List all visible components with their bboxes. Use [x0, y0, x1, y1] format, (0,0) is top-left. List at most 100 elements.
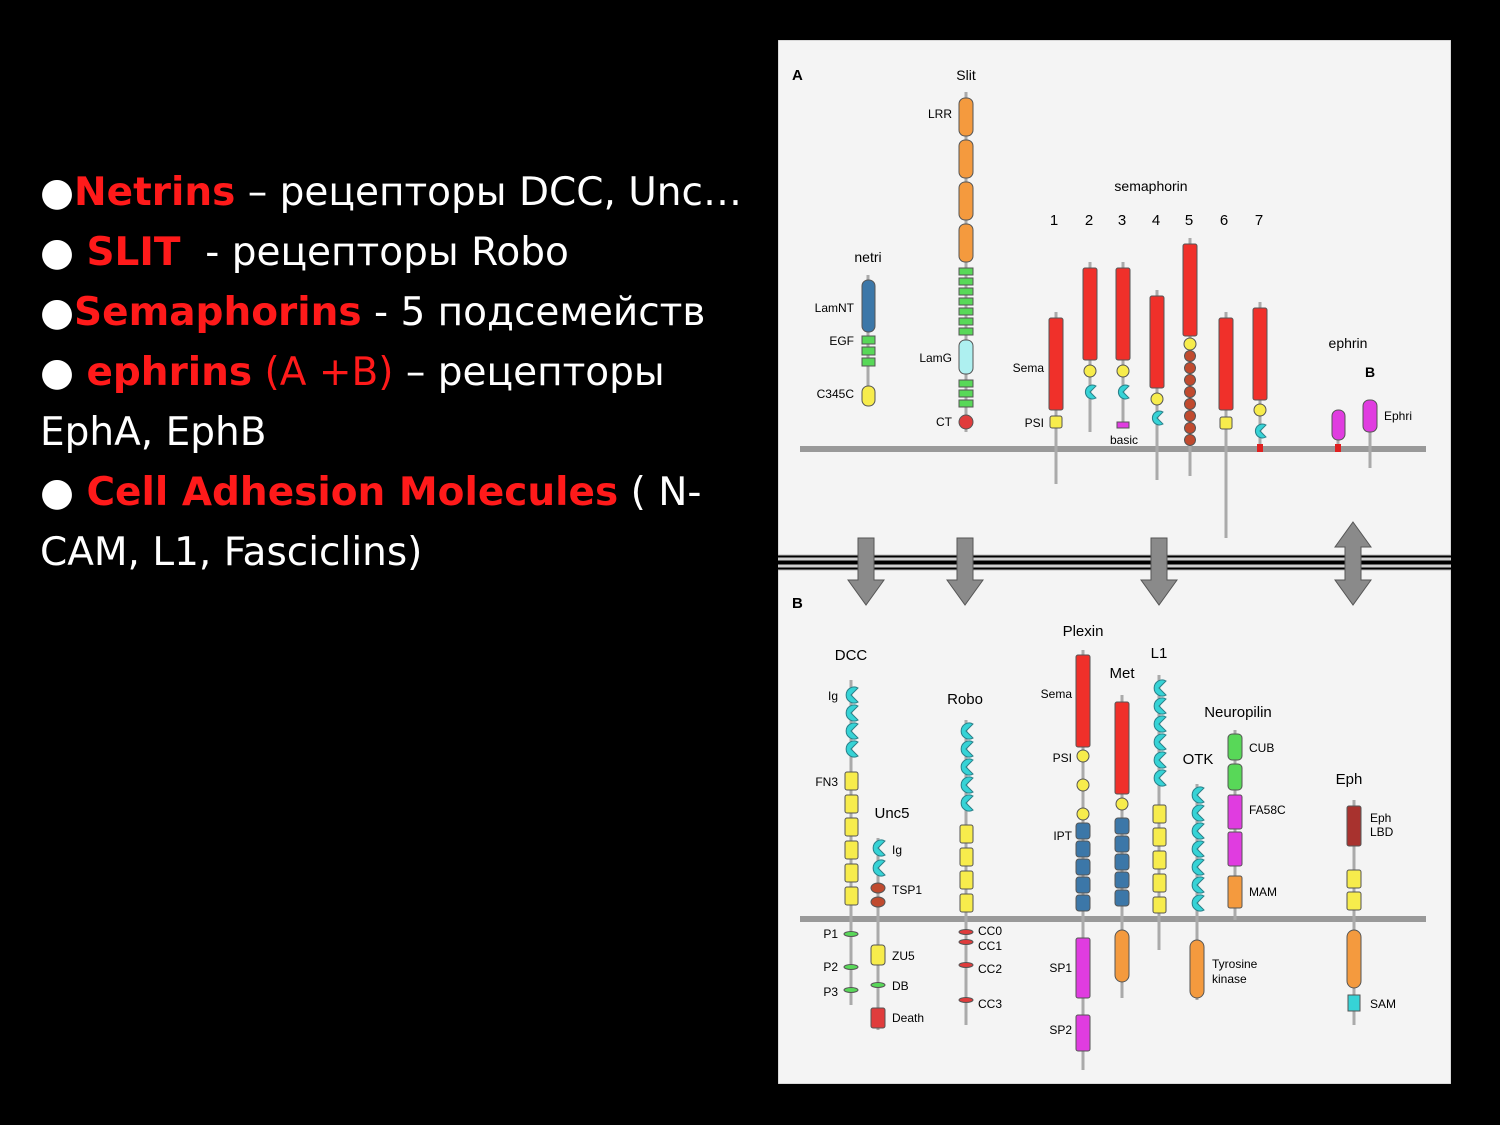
- cc2-label: CC2: [978, 962, 1002, 976]
- ig-domain: [1117, 384, 1130, 400]
- eph-title: Eph: [1336, 771, 1363, 788]
- psi-domain: [1049, 415, 1063, 429]
- p3-label: P3: [823, 985, 838, 999]
- ig-domain: [1191, 786, 1205, 804]
- bullet-term: Cell Adhesion Molecules: [86, 470, 619, 515]
- sp1-domain: [1075, 937, 1091, 999]
- down-arrow: [1140, 537, 1178, 606]
- ig-domain: [1191, 876, 1205, 894]
- lrr-domain: [958, 181, 974, 221]
- panel-b-letter: B: [792, 595, 803, 612]
- egf-repeats-slit: [958, 267, 974, 336]
- sema-domain: [1218, 317, 1234, 411]
- down-arrow: [847, 537, 885, 606]
- zu5-label: ZU5: [892, 949, 915, 963]
- ig-domain: [845, 740, 859, 758]
- cc3-label: CC3: [978, 997, 1002, 1011]
- fn3-domain: [1346, 869, 1362, 889]
- fa58c-label: FA58C: [1249, 803, 1286, 817]
- lrr-domain: [958, 139, 974, 179]
- neuropilin-title: Neuropilin: [1204, 704, 1272, 721]
- p3-motif: [843, 987, 859, 993]
- death-domain: [870, 1007, 886, 1029]
- ig-domain: [845, 686, 859, 704]
- ig-domain: [872, 859, 886, 877]
- psi-domain: [1116, 364, 1130, 378]
- ig-domain: [1191, 858, 1205, 876]
- cc1-label: CC1: [978, 939, 1002, 953]
- met-title: Met: [1109, 665, 1135, 682]
- sam-domain: [1347, 994, 1361, 1012]
- p1-motif: [843, 931, 859, 937]
- lamnt-domain: [861, 279, 876, 333]
- lrr-domain: [958, 223, 974, 263]
- sema-class-1: 1: [1050, 212, 1058, 229]
- sema-domain: [1115, 267, 1131, 361]
- ipt-label: IPT: [1053, 829, 1072, 843]
- p2-label: P2: [823, 960, 838, 974]
- ipt-domains: [1075, 822, 1091, 912]
- ig-domain: [1191, 804, 1205, 822]
- mam-label: MAM: [1249, 885, 1277, 899]
- bullet-dot: ●: [40, 350, 87, 395]
- death-label: Death: [892, 1011, 924, 1025]
- cc2-motif: [958, 962, 974, 968]
- interaction-arrows: [847, 521, 1372, 606]
- sp2-label: SP2: [1049, 1023, 1072, 1037]
- c345c-domain: [861, 385, 876, 407]
- db-domain: [870, 982, 886, 988]
- slit-protein: Slit LRR LamG CT: [919, 67, 976, 432]
- tsp1-domain: [870, 896, 886, 908]
- robo-receptor: Robo CC0 CC1 CC2 CC3: [947, 691, 1002, 1025]
- lamnt-label: LamNT: [815, 301, 855, 315]
- bullet-rest: - 5 подсемейств: [361, 290, 706, 335]
- bullet-dot: ●: [40, 470, 87, 515]
- psi-domain: [1219, 416, 1233, 430]
- down-arrow: [946, 537, 984, 606]
- kinase-label: kinase: [1212, 972, 1247, 986]
- basic-domain: [1116, 421, 1130, 429]
- ephrin-b-domain: [1362, 399, 1378, 433]
- eph-receptor: Eph Eph LBD SAM: [1336, 771, 1396, 1025]
- slit-title: Slit: [956, 67, 976, 83]
- double-arrow: [1334, 521, 1372, 606]
- ig-domain: [1084, 384, 1097, 400]
- bullet-slit: ● SLIT - рецепторы Robo: [40, 223, 760, 283]
- psi-domain: [1076, 749, 1090, 763]
- robo-title: Robo: [947, 691, 983, 708]
- met-receptor: Met: [1109, 665, 1135, 998]
- semaphorin-4: [1149, 290, 1165, 480]
- psi-domain: [1253, 403, 1267, 417]
- dcc-receptor: DCC Ig FN3 P1 P2 P3: [815, 647, 867, 1005]
- tsp1-domain: [870, 882, 886, 894]
- tsp1-label: TSP1: [892, 883, 922, 897]
- ipt-domains: [1114, 817, 1130, 907]
- bullet-cams: ● Cell Adhesion Molecules ( N-: [40, 463, 760, 523]
- l1-title: L1: [1151, 645, 1168, 662]
- sema-domain: [1075, 654, 1091, 748]
- sema-class-2: 2: [1085, 212, 1093, 229]
- sema-label: Sema: [1041, 687, 1073, 701]
- fn3-repeats: [844, 771, 859, 906]
- ig-domain: [1191, 822, 1205, 840]
- c345c-label: C345C: [817, 387, 855, 401]
- ig-domain: [960, 740, 974, 758]
- bullet-dot: ●: [40, 230, 87, 275]
- netrin-protein: netri LamNT EGF C345C: [815, 249, 882, 407]
- semaphorin-title: semaphorin: [1114, 178, 1187, 194]
- membrane-b: [800, 916, 1426, 922]
- sema-class-3: 3: [1118, 212, 1126, 229]
- semaphorin-2: [1082, 262, 1098, 432]
- cub-label: CUB: [1249, 741, 1274, 755]
- lbd-label: LBD: [1370, 825, 1394, 839]
- cub-domain: [1227, 763, 1243, 791]
- bullet-term: ephrins: [86, 350, 253, 395]
- psi-domain: [1076, 807, 1090, 821]
- psi-domain: [1115, 797, 1129, 811]
- unc5-receptor: Unc5 Ig TSP1 ZU5 DB Death: [870, 805, 924, 1030]
- cc1-motif: [958, 939, 974, 945]
- panel-a-background: [778, 40, 1451, 556]
- ig-label: Ig: [892, 843, 902, 857]
- ig-domain: [960, 722, 974, 740]
- ig-domain: [1191, 840, 1205, 858]
